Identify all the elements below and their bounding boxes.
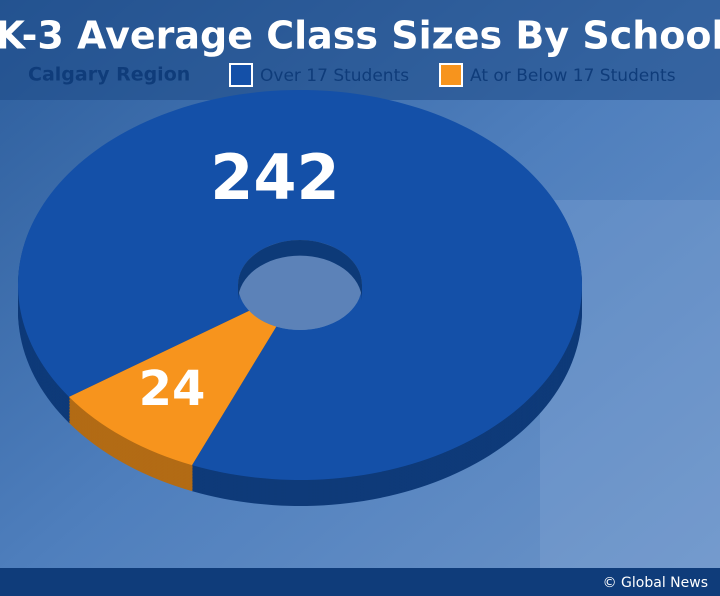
header-band xyxy=(0,0,720,100)
value-label: 24 xyxy=(139,361,206,417)
source-credit: © Global News xyxy=(603,575,708,591)
donut-hole xyxy=(238,240,362,330)
legend-swatch xyxy=(229,63,253,87)
legend-swatch xyxy=(439,63,463,87)
slice xyxy=(68,310,277,466)
donut: 242 24 xyxy=(17,90,583,506)
chart-subtitle: Calgary Region xyxy=(28,64,190,86)
legend-label: Over 17 Students xyxy=(260,66,409,86)
legend: Over 17 Students At or Below 17 Students xyxy=(229,63,676,87)
legend-label: At or Below 17 Students xyxy=(470,66,676,86)
value-label: 242 xyxy=(210,141,339,214)
chart-title: K-3 Average Class Sizes By School xyxy=(0,14,720,58)
footer-bar xyxy=(0,568,720,596)
slice xyxy=(17,90,582,480)
donut-hole-wall xyxy=(238,240,362,301)
